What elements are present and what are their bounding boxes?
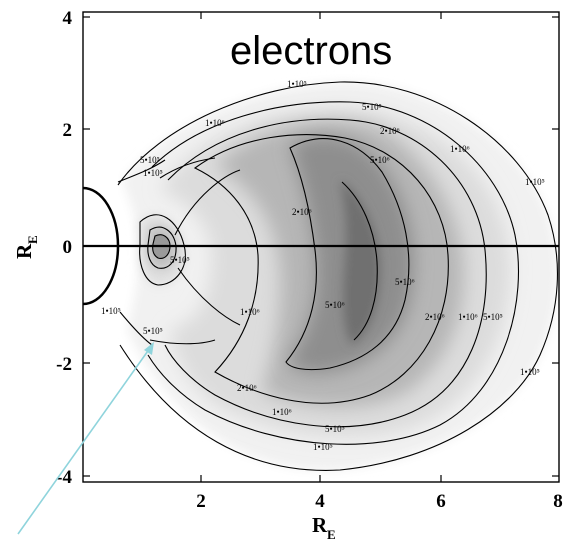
contour-label: 1•10⁵ (520, 367, 540, 377)
svg-text:E: E (327, 527, 336, 542)
contour-inner-belt-outer (139, 214, 186, 286)
svg-text:R: R (312, 513, 328, 537)
contour-label: 2•10⁶ (380, 126, 400, 136)
contour-1e6-outer (164, 118, 487, 428)
contour-label: 2•10⁶ (237, 383, 257, 393)
contour-label: 5•10⁵ (362, 102, 382, 112)
contour-label: 1•10⁵ (287, 79, 307, 89)
contour-label: 1•10⁶ (450, 144, 470, 154)
y-tick-label: -4 (56, 467, 72, 488)
y-tick-label: 4 (63, 8, 73, 29)
chart-title: electrons (230, 29, 392, 73)
contour-5e5-outer (147, 101, 520, 445)
plot-frame (82, 11, 560, 483)
contour-label: 5•10⁵ (143, 326, 163, 336)
contour-2e6 (193, 134, 449, 404)
contour-label: 5•10⁵ (325, 424, 345, 434)
y-tick-label: -2 (56, 354, 72, 375)
contour-label: 1•10⁶ (240, 307, 260, 317)
contour-label: 2•10⁶ (425, 312, 445, 322)
contour-label-group: 1•10⁵ 5•10⁵ 2•10⁶ 1•10⁶ 5•10⁵ 1•10⁵ 1•10… (101, 79, 545, 452)
axis-ticks (83, 12, 559, 482)
y-tick-label: 0 (63, 237, 73, 258)
contour-5e5-inner (149, 157, 216, 345)
contour-1e5-tongue (117, 159, 166, 346)
contour-label: 5•10⁵ (483, 312, 503, 322)
contour-label: 1•10⁵ (143, 168, 163, 178)
contour-label: 5•10⁵ (170, 255, 190, 265)
contour-5e6 (285, 138, 410, 371)
contour-1e6-inner (174, 169, 241, 326)
y-axis-label: R E (12, 235, 40, 259)
svg-text:R: R (12, 243, 36, 259)
contour-label: 1•10⁵ (525, 177, 545, 187)
contour-inner-belt-mid (147, 226, 177, 269)
contour-label: 1•10⁶ (458, 312, 478, 322)
pointer-arrow (17, 342, 154, 535)
contour-label: 1•10⁵ (313, 442, 333, 452)
contour-label: 5•10⁶ (370, 155, 390, 165)
x-tick-label: 4 (315, 491, 325, 512)
contour-label: 5•10⁶ (395, 277, 415, 287)
contour-label: 1•10⁶ (272, 407, 292, 417)
x-tick-label: 2 (196, 491, 206, 512)
contour-lines (117, 81, 558, 471)
x-axis-label: R E (312, 513, 336, 542)
contour-inner-belt-core (152, 234, 171, 259)
x-tick-label: 6 (436, 491, 446, 512)
contour-1e5-outer (117, 81, 558, 471)
contour-label: 1•10⁵ (101, 306, 121, 316)
y-tick-label: 2 (63, 120, 73, 141)
contour-label: 5•10⁶ (325, 300, 345, 310)
contour-5e6-inner (341, 181, 378, 341)
density-shading (122, 81, 558, 471)
contour-label: 1•10⁶ (205, 118, 225, 128)
x-tick-label: 8 (553, 491, 563, 512)
contour-label: 2•10⁶ (292, 207, 312, 217)
contour-label: 5•10⁵ (140, 155, 160, 165)
svg-text:E: E (25, 235, 40, 244)
